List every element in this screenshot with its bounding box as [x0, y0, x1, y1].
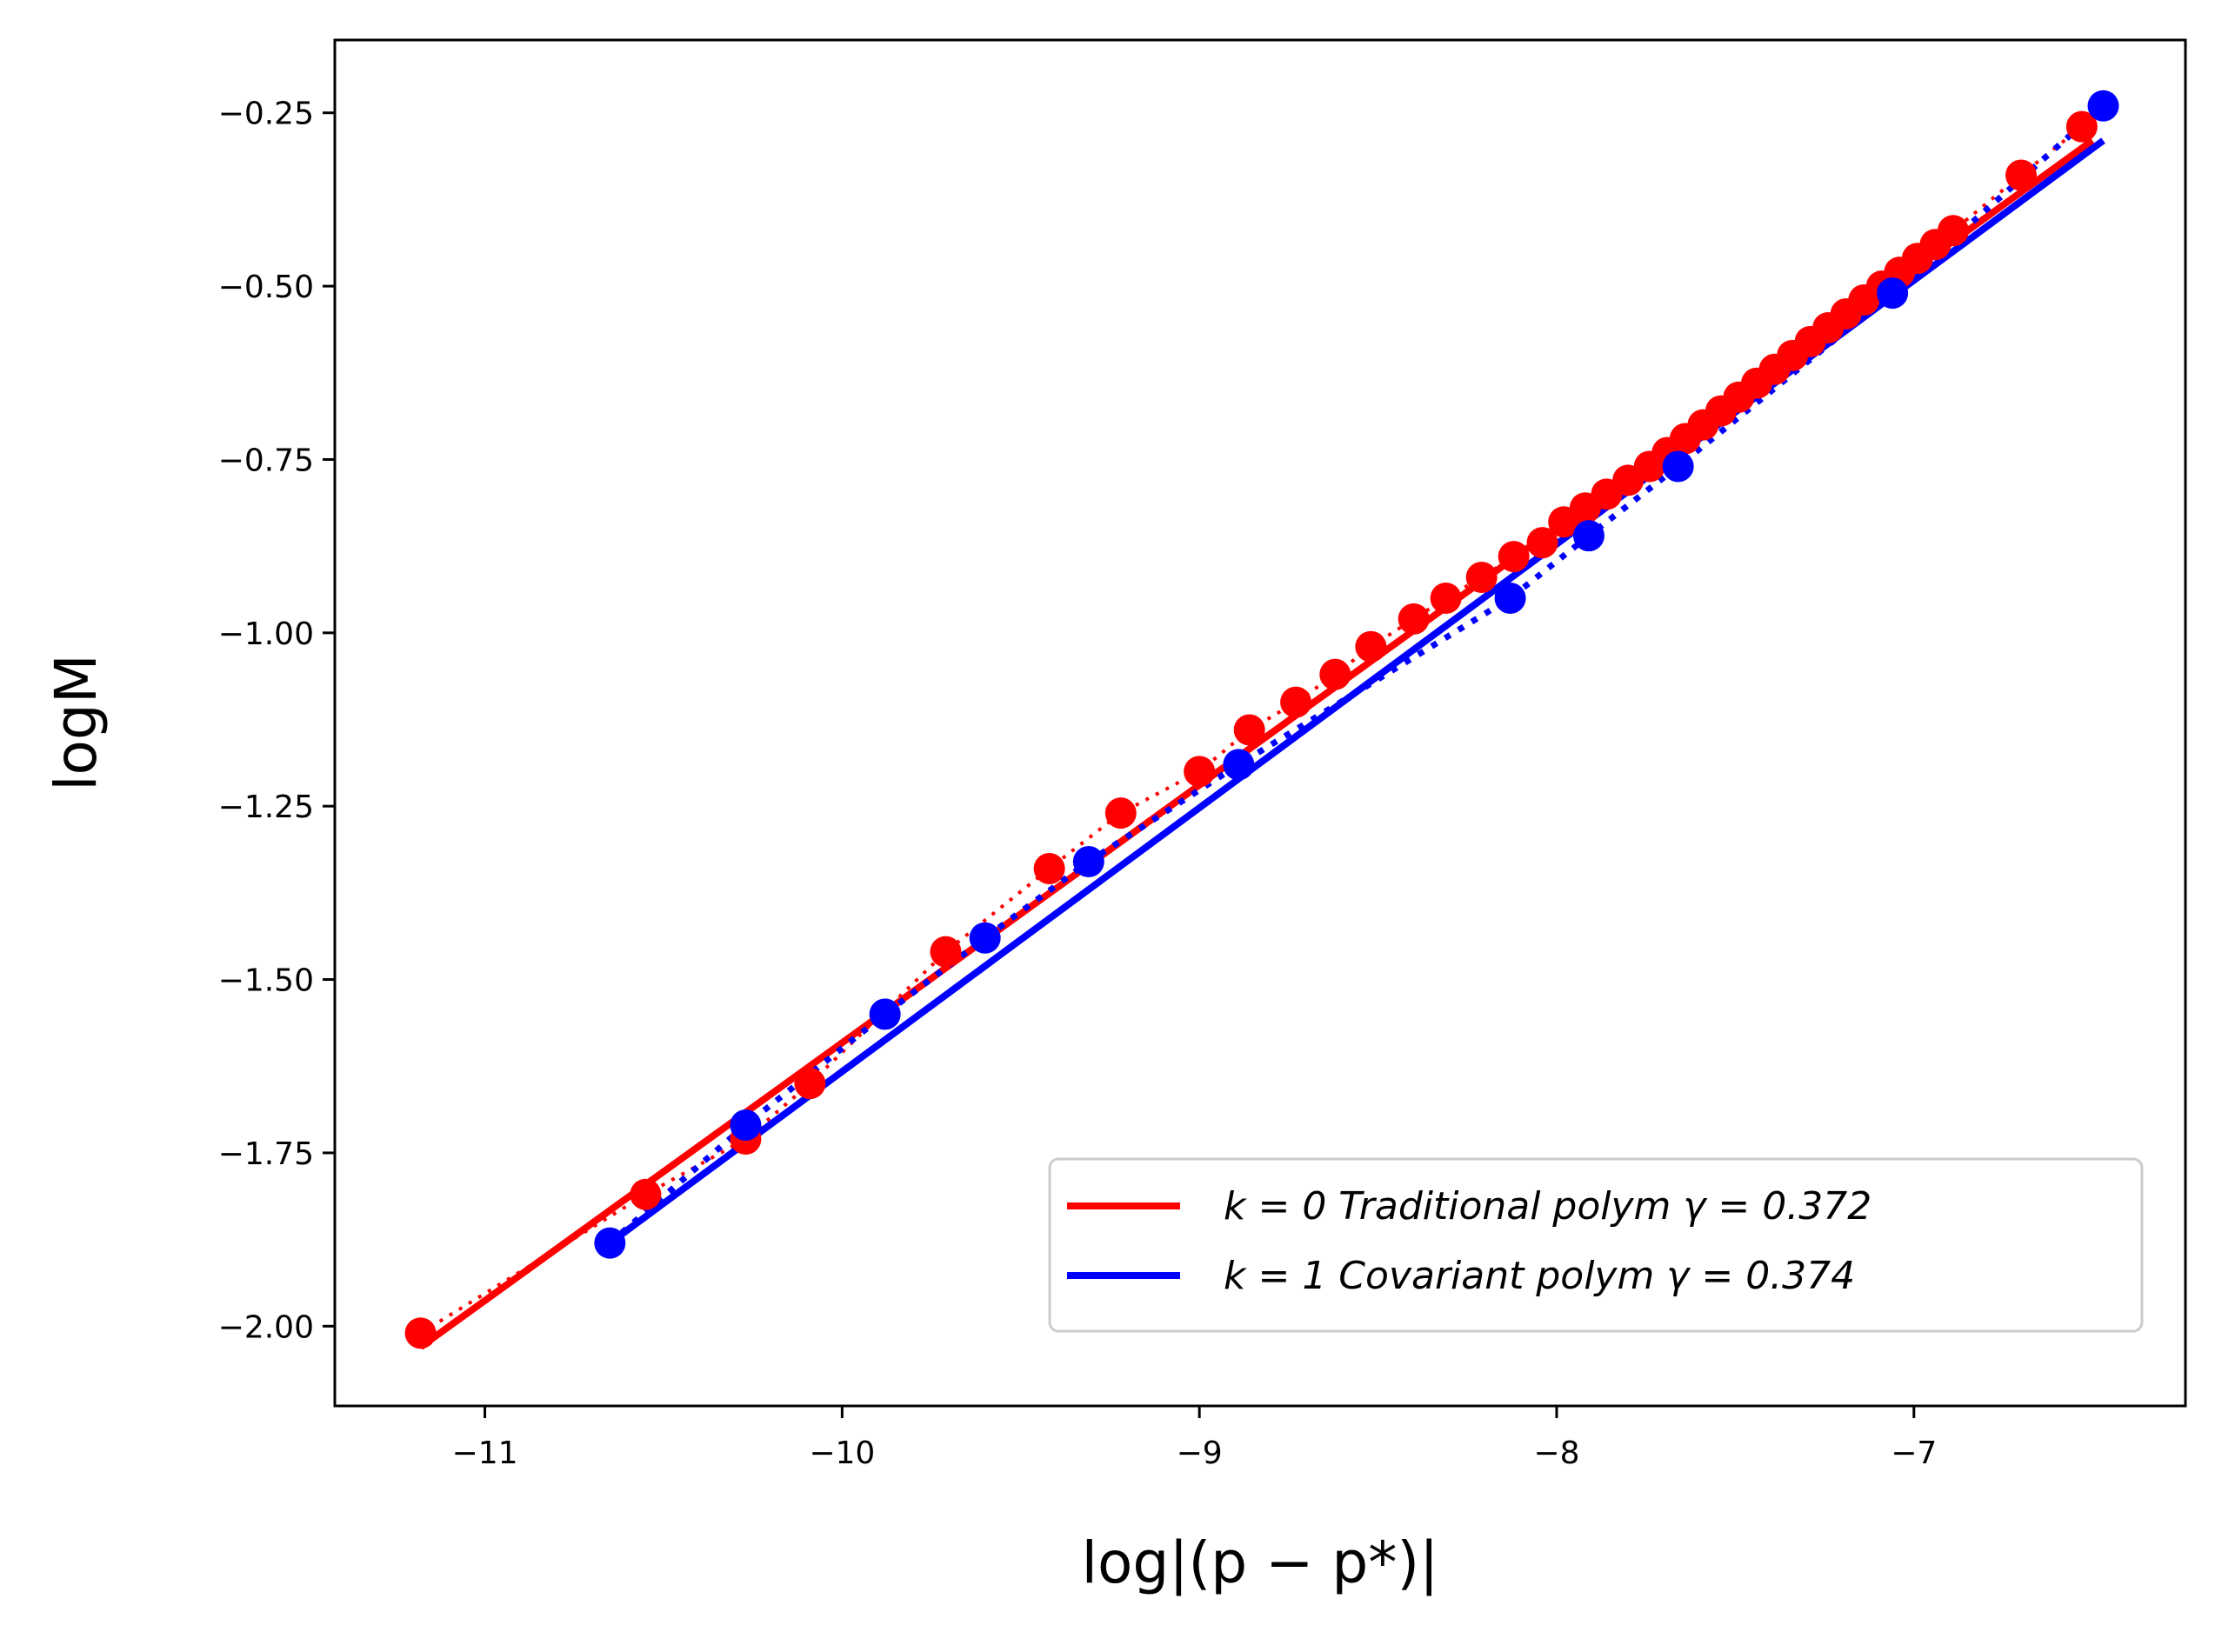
- data-point-traditional: [1937, 215, 1969, 247]
- data-point-covariant: [1494, 582, 1526, 614]
- legend-box: [1048, 1157, 2144, 1333]
- data-point-covariant: [969, 922, 1001, 954]
- axes-frame: [333, 38, 2187, 1408]
- data-point-traditional: [930, 936, 962, 968]
- y-axis: −0.25 −0.50 −0.75 −1.00 −1.25 −1.50 −1.75 −2.00: [218, 97, 335, 1345]
- data-point-covariant: [2087, 90, 2119, 122]
- data-point-traditional: [1355, 630, 1387, 663]
- data-point-traditional: [1430, 582, 1462, 614]
- data-point-traditional: [1233, 714, 1265, 746]
- x-tick-label: −9: [1177, 1436, 1223, 1471]
- y-tick-label: −1.50: [218, 963, 314, 999]
- data-point-covariant: [869, 998, 901, 1030]
- y-axis-label: logM: [43, 654, 110, 791]
- y-tick-label: −0.25: [218, 97, 314, 132]
- data-point-covariant: [1572, 520, 1605, 552]
- data-point-covariant: [1662, 450, 1694, 483]
- data-point-traditional: [1526, 527, 1558, 559]
- y-tick-label: −0.75: [218, 443, 314, 478]
- y-tick-label: −1.75: [218, 1136, 314, 1172]
- data-point-traditional: [794, 1068, 826, 1100]
- legend-label-covariant: k = 1 Covariant polym γ = 0.374: [1224, 1254, 1855, 1298]
- data-point-traditional: [1104, 797, 1137, 829]
- y-tick-label: −2.00: [218, 1309, 314, 1345]
- data-point-traditional: [2005, 159, 2038, 191]
- y-tick-label: −0.50: [218, 270, 314, 305]
- data-point-traditional: [1280, 686, 1312, 718]
- x-tick-label: −11: [452, 1436, 518, 1471]
- data-point-traditional: [1319, 658, 1351, 690]
- data-point-traditional: [1498, 541, 1530, 573]
- x-axis: −11 −10 −9 −8 −7: [452, 1406, 1937, 1471]
- series-covariant-dotted-line: [608, 103, 2105, 1246]
- x-tick-label: −8: [1533, 1436, 1579, 1471]
- x-tick-label: −7: [1891, 1436, 1937, 1471]
- data-point-traditional: [1465, 562, 1498, 594]
- data-point-traditional: [630, 1178, 662, 1210]
- data-point-traditional: [1033, 852, 1065, 884]
- y-tick-label: −1.25: [218, 789, 314, 825]
- x-axis-label: log|(p − p*)|: [1082, 1529, 1439, 1596]
- data-point-traditional: [1184, 756, 1216, 788]
- legend-label-traditional: k = 0 Traditional polym γ = 0.372: [1224, 1184, 1871, 1229]
- plot-area: [404, 90, 2119, 1350]
- legend: k = 0 Traditional polym γ = 0.372 k = 1 …: [1048, 1157, 2144, 1333]
- data-point-covariant: [1072, 845, 1104, 877]
- data-point-covariant: [1223, 749, 1255, 781]
- data-point-traditional: [2065, 110, 2098, 143]
- y-tick-label: −1.00: [218, 616, 314, 652]
- data-point-covariant: [1877, 277, 1909, 310]
- x-tick-label: −10: [809, 1436, 875, 1471]
- data-point-covariant: [730, 1109, 762, 1142]
- data-point-traditional: [1398, 603, 1430, 635]
- data-point-traditional: [404, 1317, 437, 1349]
- data-point-covariant: [594, 1227, 626, 1259]
